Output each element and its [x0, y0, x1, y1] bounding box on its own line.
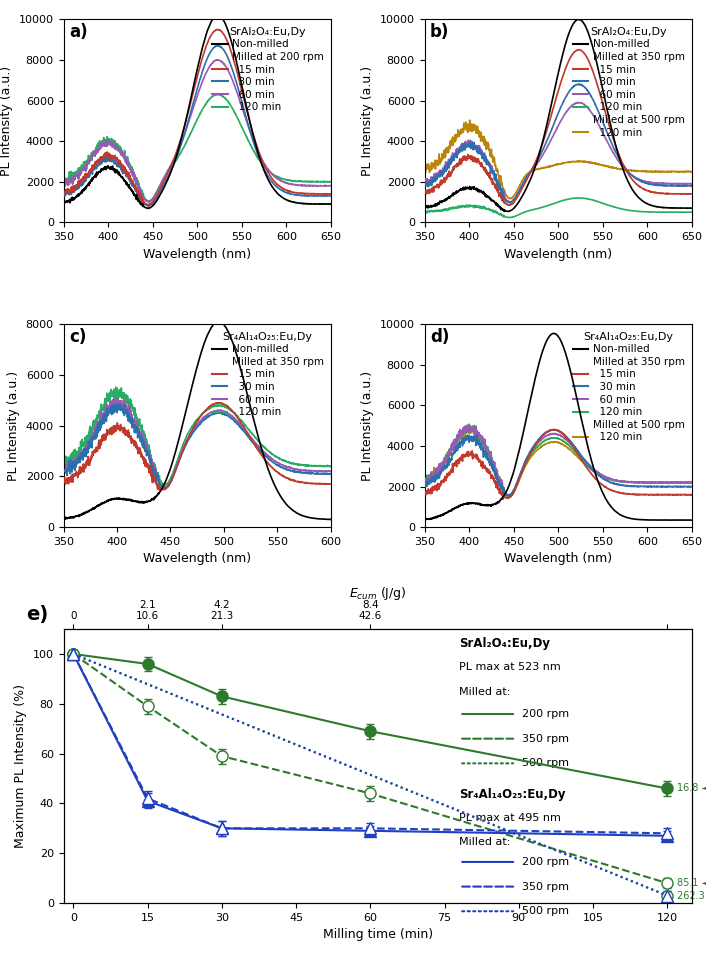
Text: Milled at:: Milled at:: [460, 837, 510, 848]
Legend: Non-milled, Milled at 350 rpm,   15 min,   30 min,   60 min,   120 min, Milled a: Non-milled, Milled at 350 rpm, 15 min, 3…: [570, 24, 687, 140]
Text: d): d): [430, 328, 449, 347]
Text: PL max at 495 nm: PL max at 495 nm: [460, 813, 561, 822]
Text: Milled at:: Milled at:: [460, 686, 510, 696]
Y-axis label: Maximum PL Intensity (%): Maximum PL Intensity (%): [14, 685, 28, 848]
Legend: Non-milled, Milled at 350 rpm,   15 min,   30 min,   60 min,   120 min: Non-milled, Milled at 350 rpm, 15 min, 3…: [210, 329, 325, 419]
Y-axis label: PL Intensity (a.u.): PL Intensity (a.u.): [361, 371, 374, 481]
Text: 350 rpm: 350 rpm: [522, 882, 569, 891]
Text: Sr₄Al₁₄O₂₅:Eu,Dy: Sr₄Al₁₄O₂₅:Eu,Dy: [460, 788, 566, 801]
Text: a): a): [69, 23, 88, 42]
Y-axis label: PL Intensity (a.u.): PL Intensity (a.u.): [7, 371, 20, 481]
Text: 500 rpm: 500 rpm: [522, 758, 569, 768]
Legend: Non-milled, Milled at 350 rpm,   15 min,   30 min,   60 min,   120 min, Milled a: Non-milled, Milled at 350 rpm, 15 min, 3…: [570, 329, 687, 445]
Text: c): c): [69, 328, 86, 347]
Text: b): b): [430, 23, 449, 42]
Text: PL max at 523 nm: PL max at 523 nm: [460, 662, 561, 672]
Text: 200 rpm: 200 rpm: [522, 709, 569, 720]
Text: e): e): [26, 605, 48, 623]
X-axis label: Wavelength (nm): Wavelength (nm): [143, 552, 251, 565]
X-axis label: Wavelength (nm): Wavelength (nm): [143, 248, 251, 260]
X-axis label: $E_{cum}$ (J/g): $E_{cum}$ (J/g): [349, 586, 407, 602]
Y-axis label: PL Intensity (a.u.): PL Intensity (a.u.): [361, 66, 374, 176]
Text: 16.8 ◄—•—: 16.8 ◄—•—: [677, 784, 706, 793]
Text: 350 rpm: 350 rpm: [522, 734, 569, 744]
Text: 85.1 ◄—○—: 85.1 ◄—○—: [677, 878, 706, 888]
Text: SrAl₂O₄:Eu,Dy: SrAl₂O₄:Eu,Dy: [460, 637, 551, 651]
Y-axis label: PL Intensity (a.u.): PL Intensity (a.u.): [0, 66, 13, 176]
X-axis label: Wavelength (nm): Wavelength (nm): [504, 248, 612, 260]
X-axis label: Wavelength (nm): Wavelength (nm): [504, 552, 612, 565]
Text: 200 rpm: 200 rpm: [522, 857, 569, 867]
Legend: Non-milled, Milled at 200 rpm,   15 min,   30 min,   60 min,   120 min: Non-milled, Milled at 200 rpm, 15 min, 3…: [210, 24, 325, 115]
Text: 262.3 ◄ ◔: 262.3 ◄ ◔: [677, 890, 706, 900]
Text: 500 rpm: 500 rpm: [522, 906, 569, 917]
X-axis label: Milling time (min): Milling time (min): [323, 928, 433, 941]
